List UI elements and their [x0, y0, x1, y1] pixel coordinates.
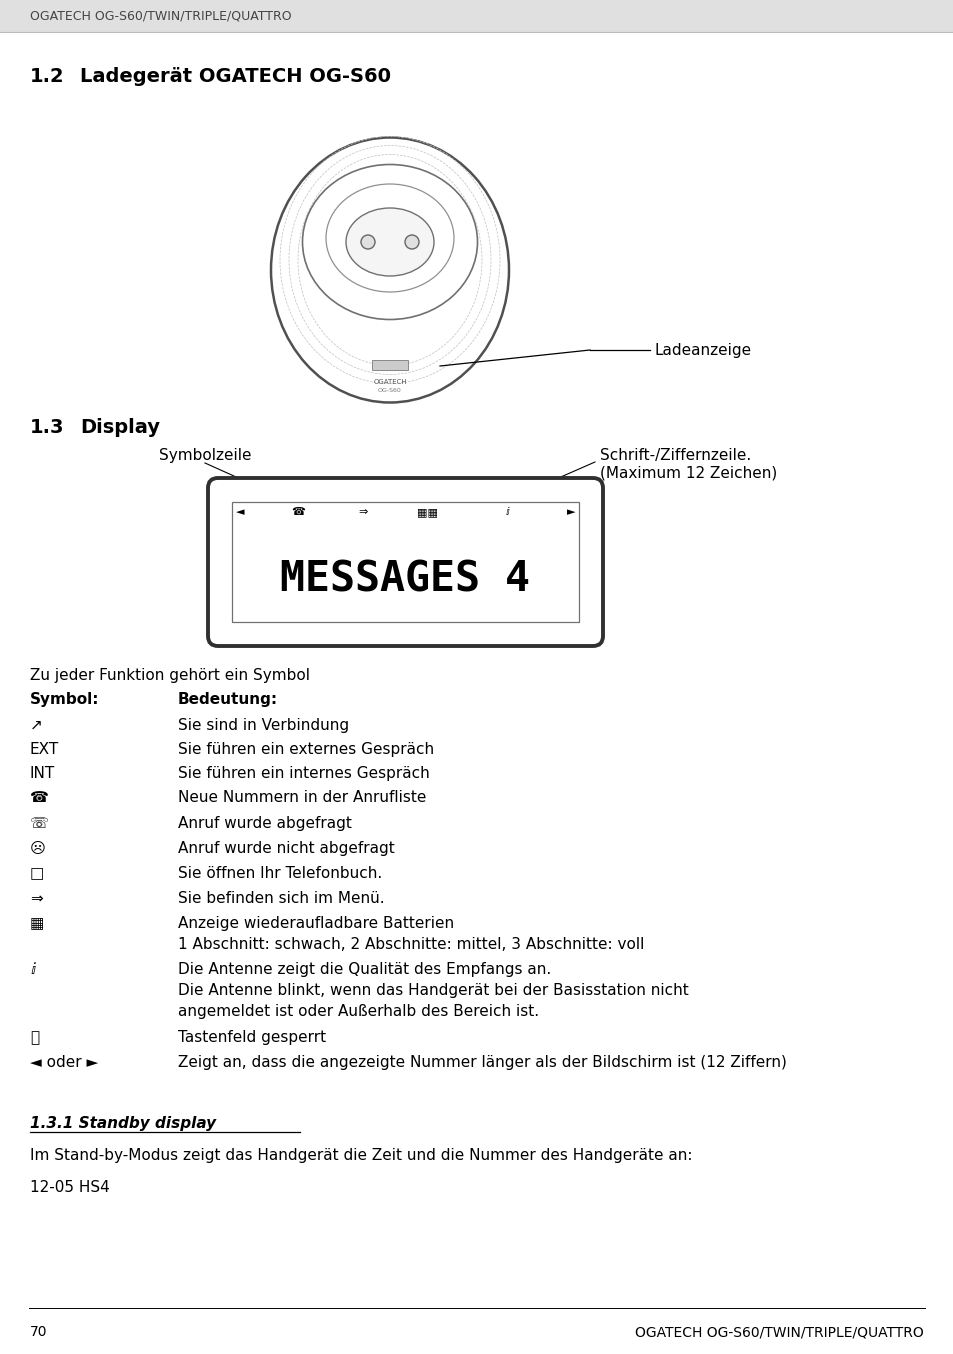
Text: Symbolzeile: Symbolzeile	[158, 448, 251, 463]
Ellipse shape	[271, 138, 509, 402]
Text: Ladegerät OGATECH OG-S60: Ladegerät OGATECH OG-S60	[80, 66, 391, 87]
Text: Anruf wurde abgefragt: Anruf wurde abgefragt	[178, 816, 352, 831]
Text: 1.3.1 Standby display: 1.3.1 Standby display	[30, 1116, 216, 1131]
Text: ◄ oder ►: ◄ oder ►	[30, 1055, 98, 1070]
Text: ☹: ☹	[30, 841, 46, 856]
Text: Die Antenne zeigt die Qualität des Empfangs an.
Die Antenne blinkt, wenn das Han: Die Antenne zeigt die Qualität des Empfa…	[178, 961, 688, 1020]
Text: Sie öffnen Ihr Telefonbuch.: Sie öffnen Ihr Telefonbuch.	[178, 867, 382, 881]
Text: 12-05 HS4: 12-05 HS4	[30, 1179, 110, 1196]
Text: 70: 70	[30, 1326, 48, 1339]
Ellipse shape	[326, 184, 454, 292]
Text: ☎: ☎	[30, 789, 49, 806]
Text: Display: Display	[80, 418, 160, 437]
FancyBboxPatch shape	[208, 478, 602, 646]
Text: INT: INT	[30, 766, 55, 781]
FancyBboxPatch shape	[232, 502, 578, 621]
Bar	[0, 0, 953, 32]
Text: ►: ►	[566, 506, 575, 517]
Text: ⚿: ⚿	[30, 1030, 39, 1045]
Circle shape	[360, 236, 375, 249]
Text: ☎: ☎	[291, 506, 305, 517]
Text: Schrift-/Ziffernzeile.: Schrift-/Ziffernzeile.	[599, 448, 750, 463]
Text: Ladeanzeige: Ladeanzeige	[655, 343, 751, 357]
Text: ⅈ: ⅈ	[30, 961, 35, 978]
Text: 1.2: 1.2	[30, 66, 65, 87]
Text: □: □	[30, 867, 45, 881]
Text: EXT: EXT	[30, 742, 59, 757]
Text: Symbol:: Symbol:	[30, 692, 99, 707]
Text: OGATECH OG-S60/TWIN/TRIPLE/QUATTRO: OGATECH OG-S60/TWIN/TRIPLE/QUATTRO	[635, 1326, 923, 1339]
Text: Anruf wurde nicht abgefragt: Anruf wurde nicht abgefragt	[178, 841, 395, 856]
Text: ▦: ▦	[30, 917, 45, 932]
Text: ▦▦: ▦▦	[417, 506, 438, 517]
Text: Sie sind in Verbindung: Sie sind in Verbindung	[178, 718, 349, 733]
Text: OGATECH OG-S60/TWIN/TRIPLE/QUATTRO: OGATECH OG-S60/TWIN/TRIPLE/QUATTRO	[30, 9, 292, 23]
Text: Tastenfeld gesperrt: Tastenfeld gesperrt	[178, 1030, 326, 1045]
Text: Zu jeder Funktion gehört ein Symbol: Zu jeder Funktion gehört ein Symbol	[30, 668, 310, 682]
Text: MESSAGES 4: MESSAGES 4	[280, 559, 530, 601]
Ellipse shape	[346, 209, 434, 276]
Text: Sie führen ein internes Gespräch: Sie führen ein internes Gespräch	[178, 766, 429, 781]
Text: Sie befinden sich im Menü.: Sie befinden sich im Menü.	[178, 891, 384, 906]
Text: 1.3: 1.3	[30, 418, 65, 437]
Text: ⅈ: ⅈ	[505, 506, 510, 517]
Ellipse shape	[302, 164, 477, 320]
Bar	[372, 360, 408, 370]
Text: Neue Nummern in der Anrufliste: Neue Nummern in der Anrufliste	[178, 789, 426, 806]
Text: ☏: ☏	[30, 816, 49, 831]
Text: Im Stand-by-Modus zeigt das Handgerät die Zeit und die Nummer des Handgeräte an:: Im Stand-by-Modus zeigt das Handgerät di…	[30, 1148, 692, 1163]
Text: ⇒: ⇒	[30, 891, 43, 906]
Text: Sie führen ein externes Gespräch: Sie führen ein externes Gespräch	[178, 742, 434, 757]
Text: ↗: ↗	[30, 718, 43, 733]
Text: Bedeutung:: Bedeutung:	[178, 692, 278, 707]
Text: ⇒: ⇒	[358, 506, 367, 517]
Circle shape	[405, 236, 418, 249]
Text: (Maximum 12 Zeichen): (Maximum 12 Zeichen)	[599, 464, 777, 481]
Text: OG-S60: OG-S60	[377, 387, 401, 393]
Text: ◄: ◄	[235, 506, 244, 517]
Text: OGATECH: OGATECH	[373, 379, 406, 385]
Text: Zeigt an, dass die angezeigte Nummer länger als der Bildschirm ist (12 Ziffern): Zeigt an, dass die angezeigte Nummer län…	[178, 1055, 786, 1070]
Text: Anzeige wiederaufladbare Batterien
1 Abschnitt: schwach, 2 Abschnitte: mittel, 3: Anzeige wiederaufladbare Batterien 1 Abs…	[178, 917, 643, 952]
